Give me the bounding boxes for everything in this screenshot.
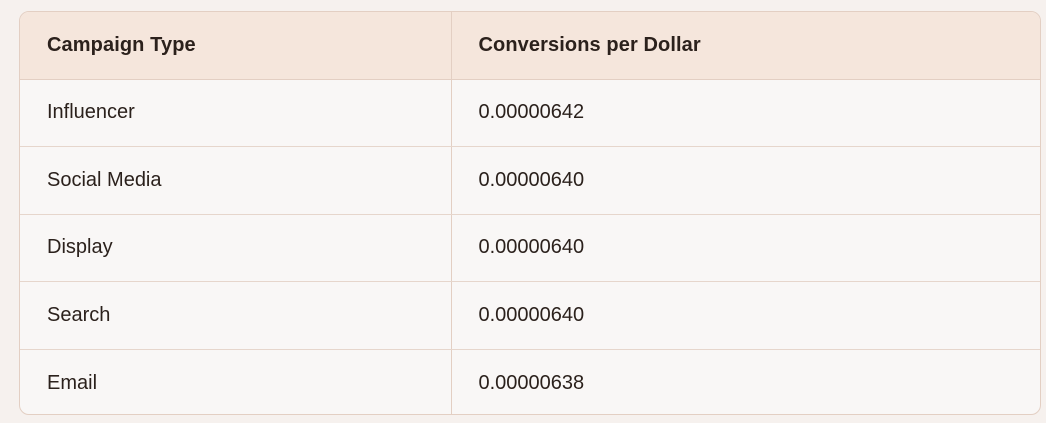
cell-conversions-per-dollar: 0.00000640 (450, 281, 1040, 350)
cell-conversions-per-dollar: 0.00000640 (450, 214, 1040, 282)
cell-campaign-type: Influencer (20, 79, 451, 147)
table-row: Search 0.00000640 (20, 281, 1040, 350)
cell-conversions-per-dollar: 0.00000638 (450, 349, 1040, 414)
data-table-card: Campaign Type Conversions per Dollar Inf… (19, 11, 1041, 415)
cell-campaign-type: Email (47, 371, 98, 394)
cell-campaign-type: Social Media (20, 146, 451, 215)
table-row: Email 0.00000638 (20, 349, 1040, 414)
header-campaign-type[interactable]: Campaign Type (20, 12, 451, 80)
table-header-row: Campaign Type Conversions per Dollar (20, 12, 1040, 80)
cell-conversions-per-dollar: 0.00000642 (450, 79, 1040, 147)
cell-conversions-per-dollar: 0.00000640 (450, 146, 1040, 215)
table-row: Display 0.00000640 (20, 214, 1040, 282)
cell-campaign-type: Display (20, 214, 451, 282)
campaign-conversions-table: Campaign Type Conversions per Dollar Inf… (20, 12, 1040, 414)
table-row: Influencer 0.00000642 (20, 79, 1040, 147)
table-row: Social Media 0.00000640 (20, 146, 1040, 215)
cell-campaign-type: Search (20, 281, 451, 350)
header-conversions-per-dollar[interactable]: Conversions per Dollar (450, 12, 1040, 80)
